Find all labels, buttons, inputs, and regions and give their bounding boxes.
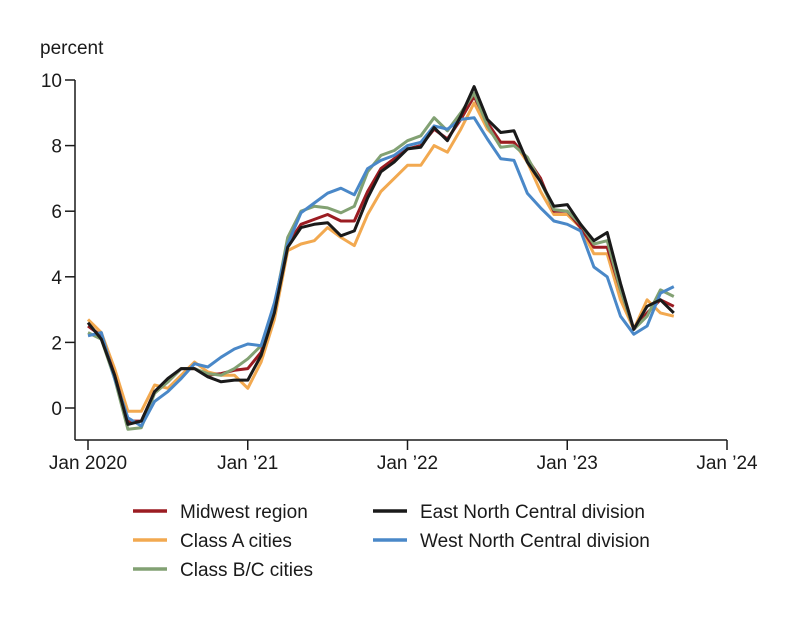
y-axis-label: percent [40, 38, 104, 59]
series-line-class-a-cities [86, 101, 675, 413]
legend-item: East North Central division [373, 502, 645, 523]
y-axis: 0 2 4 6 8 10 [41, 71, 76, 440]
y-tick-label: 0 [51, 399, 62, 420]
legend-label: Class B/C cities [180, 560, 313, 581]
x-tick-label: Jan 2020 [49, 453, 127, 474]
legend-label: Midwest region [180, 502, 308, 523]
legend-label: Class A cities [180, 531, 292, 552]
x-tick-label: Jan ’24 [696, 453, 758, 474]
legend-item: Class A cities [133, 531, 292, 552]
y-tick-label: 6 [51, 202, 62, 223]
legend-item: Class B/C cities [133, 560, 313, 581]
y-tick-label: 8 [51, 137, 62, 158]
x-axis: Jan 2020 Jan ’21 Jan ’22 Jan ’23 Jan ’24 [49, 439, 758, 474]
series-lines [86, 85, 675, 431]
legend-label: East North Central division [420, 502, 645, 523]
legend-item: Midwest region [133, 502, 308, 523]
x-tick-label: Jan ’21 [217, 453, 278, 474]
x-tick-label: Jan ’22 [377, 453, 438, 474]
legend-item: West North Central division [373, 531, 650, 552]
legend: Midwest region East North Central divisio… [133, 502, 650, 581]
legend-label: West North Central division [420, 531, 650, 552]
y-tick-label: 10 [41, 71, 62, 92]
series-line-east-north-central-division [86, 85, 675, 426]
x-tick-label: Jan ’23 [537, 453, 598, 474]
y-tick-label: 4 [51, 268, 62, 289]
y-tick-label: 2 [51, 333, 62, 354]
series-line-west-north-central-division [87, 116, 675, 428]
